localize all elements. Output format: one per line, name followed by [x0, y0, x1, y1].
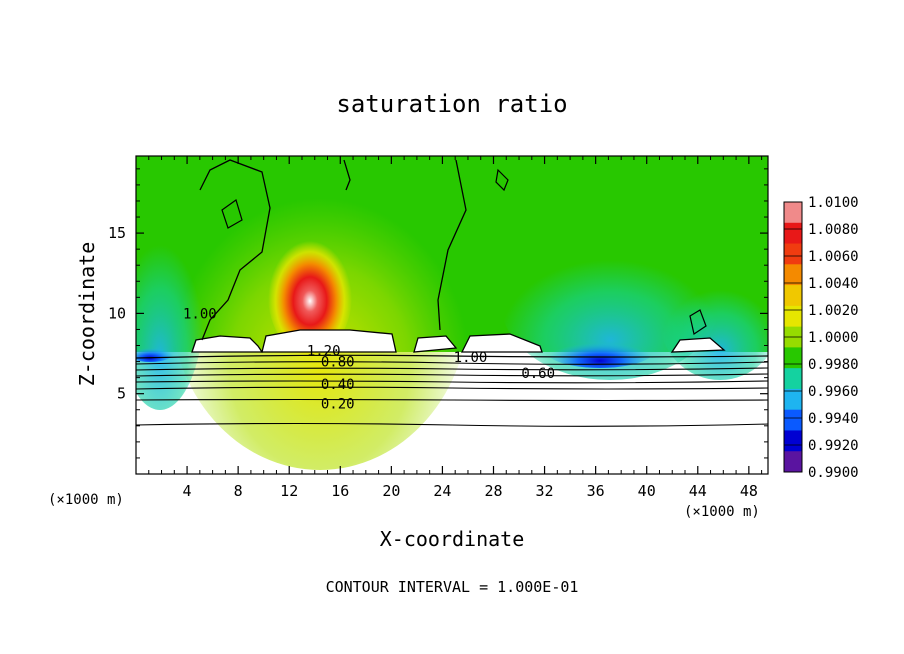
y-axis: 5 10 15	[108, 168, 768, 459]
contour-0.10	[136, 422, 768, 427]
colorbar-tick-label: 0.9900	[808, 465, 859, 481]
x-tick-label: 36	[587, 482, 605, 500]
x-axis-unit-left: (×1000 m)	[48, 492, 124, 508]
colorbar-swatch	[784, 305, 802, 328]
cloud-cell-4	[460, 333, 543, 353]
colorbar-swatch	[784, 264, 802, 286]
y-tick-label: 10	[108, 304, 126, 322]
contour-label: 1.00	[183, 306, 217, 322]
colorbar-tick-label: 1.0020	[808, 303, 859, 319]
x-axis: 4 8 12 16 20 24 28 32 36 40 44 48	[148, 156, 763, 500]
contour-interval-note: CONTOUR INTERVAL = 1.000E-01	[326, 578, 579, 596]
isoline-island-3	[689, 309, 707, 335]
colorbar-tick-label: 0.9940	[808, 411, 859, 427]
cloud-cell-5	[670, 337, 726, 353]
contour-labels: 1.200.80 0.40 0.20 1.00 0.60 1.00	[183, 306, 555, 412]
colorbar-tick-label: 0.9960	[808, 384, 859, 400]
cloud-cell-3	[413, 335, 458, 353]
y-axis-title: Z-coordinate	[75, 242, 99, 387]
contour-label: 0.80	[321, 355, 355, 371]
colorbar-tick-label: 1.0100	[808, 195, 859, 211]
contour-0.70	[136, 367, 768, 371]
contour-0.90	[136, 354, 768, 359]
x-tick-label: 32	[536, 482, 554, 500]
supersaturation-core	[268, 235, 352, 355]
x-tick-label: 4	[183, 482, 192, 500]
colorbar-swatch	[784, 243, 802, 265]
colorbar-swatch	[784, 222, 802, 245]
contour-0.80	[136, 361, 768, 365]
y-tick-label: 15	[108, 224, 126, 242]
x-tick-label: 24	[433, 482, 451, 500]
x-tick-label: 12	[280, 482, 298, 500]
contour-label: 0.60	[521, 366, 555, 382]
colorbar-tick-label: 1.0080	[808, 222, 859, 238]
isoline-island-2	[495, 168, 509, 192]
contour-0.20	[136, 398, 768, 402]
cloud-cell-2	[261, 329, 397, 353]
x-tick-label: 44	[689, 482, 707, 500]
x-tick-label: 8	[234, 482, 243, 500]
chart-title: saturation ratio	[336, 90, 567, 118]
contour-label: 0.40	[321, 377, 355, 393]
cyan-region-left	[136, 190, 205, 410]
isoline-1.00-left	[199, 159, 271, 341]
colorbar-tick-label: 0.9980	[808, 357, 859, 373]
colorbar-swatch	[784, 285, 802, 307]
blue-minimum	[545, 332, 655, 368]
contour-0.40	[136, 386, 768, 390]
isoline-island-1	[221, 199, 243, 229]
x-tick-label: 16	[331, 482, 349, 500]
colorbar-swatch	[784, 409, 802, 431]
colorbar-swatch	[784, 430, 802, 452]
colorbar: 1.0100 1.0080 1.0060 1.0040 1.0020 1.0000 0.99…	[783, 195, 859, 481]
x-tick-label: 40	[638, 482, 656, 500]
colorbar-swatch	[784, 451, 802, 473]
x-tick-label: 20	[382, 482, 400, 500]
isoline-1.00-right	[437, 159, 467, 331]
plot-frame	[135, 155, 769, 475]
colorbar-tick-label: 1.0060	[808, 249, 859, 265]
colorbar-tick-label: 0.9920	[808, 438, 859, 454]
contour-label: 0.20	[321, 396, 355, 412]
colorbar-swatch	[784, 368, 802, 390]
isoline-top	[343, 159, 351, 191]
contour-label: 1.20	[307, 343, 341, 359]
colorbar-tick-label: 1.0000	[808, 330, 859, 346]
contour-0.50	[136, 380, 768, 384]
colorbar-swatch	[784, 388, 802, 411]
x-tick-label: 28	[484, 482, 502, 500]
contour-0.60	[136, 373, 768, 377]
x-axis-title: X-coordinate	[380, 527, 525, 551]
plot-area: 1.200.80 0.40 0.20 1.00 0.60 1.00	[136, 156, 768, 474]
colorbar-tick-label: 1.0040	[808, 276, 859, 292]
x-tick-label: 48	[740, 482, 758, 500]
colorbar-swatch	[784, 202, 802, 224]
blue-minimum-left	[136, 342, 175, 362]
contour-label: 1.00	[454, 350, 488, 366]
x-axis-unit-right: (×1000 m)	[684, 504, 760, 520]
colorbar-swatch	[784, 347, 802, 369]
y-tick-label: 5	[117, 385, 126, 403]
